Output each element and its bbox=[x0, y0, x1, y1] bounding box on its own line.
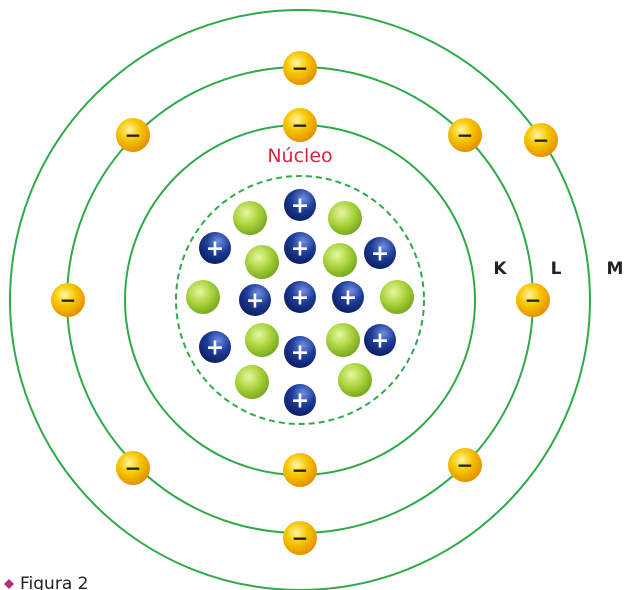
electron-sign: − bbox=[125, 456, 142, 480]
orbit-m bbox=[9, 9, 591, 590]
electron bbox=[51, 283, 85, 317]
neutron bbox=[235, 365, 269, 399]
proton-sign: + bbox=[339, 286, 357, 311]
electron bbox=[116, 451, 150, 485]
shell-label: K bbox=[493, 259, 507, 279]
electron bbox=[283, 521, 317, 555]
proton-sign: + bbox=[291, 237, 309, 262]
neutron bbox=[245, 323, 279, 357]
proton bbox=[284, 189, 316, 221]
proton bbox=[284, 232, 316, 264]
electron bbox=[283, 51, 317, 85]
proton-sign: + bbox=[291, 389, 309, 414]
neutron bbox=[338, 363, 372, 397]
neutron bbox=[323, 243, 357, 277]
proton bbox=[332, 281, 364, 313]
proton-sign: + bbox=[291, 286, 309, 311]
proton bbox=[284, 336, 316, 368]
proton-sign: + bbox=[206, 237, 224, 262]
electron bbox=[524, 123, 558, 157]
electron-sign: − bbox=[60, 288, 77, 312]
proton bbox=[364, 324, 396, 356]
proton-sign: + bbox=[206, 336, 224, 361]
electron-sign: − bbox=[292, 458, 309, 482]
nucleus-boundary bbox=[175, 175, 425, 425]
electron-sign: − bbox=[292, 113, 309, 137]
proton-sign: + bbox=[371, 329, 389, 354]
proton-sign: + bbox=[291, 341, 309, 366]
electron-sign: − bbox=[292, 56, 309, 80]
particles: + + + + + + + + + + + − − − − − − − − − − − bbox=[51, 51, 558, 555]
proton bbox=[284, 281, 316, 313]
proton-sign: + bbox=[291, 194, 309, 219]
electron-sign: − bbox=[457, 123, 474, 147]
neutron bbox=[380, 280, 414, 314]
electron bbox=[516, 283, 550, 317]
neutron bbox=[326, 323, 360, 357]
electron bbox=[448, 448, 482, 482]
proton-sign: + bbox=[371, 242, 389, 267]
proton bbox=[364, 237, 396, 269]
electron-sign: − bbox=[125, 123, 142, 147]
electron-sign: − bbox=[533, 128, 550, 152]
proton bbox=[199, 331, 231, 363]
neutron bbox=[328, 201, 362, 235]
neutron bbox=[186, 280, 220, 314]
shell-label: M bbox=[607, 259, 624, 279]
neutron bbox=[233, 201, 267, 235]
electron-sign: − bbox=[457, 453, 474, 477]
electron-sign: − bbox=[292, 526, 309, 550]
electron bbox=[283, 108, 317, 142]
nucleus-label: Núcleo bbox=[267, 145, 332, 167]
proton-sign: + bbox=[246, 289, 264, 314]
caption-icon bbox=[4, 579, 14, 589]
electron bbox=[448, 118, 482, 152]
electron bbox=[283, 453, 317, 487]
proton bbox=[199, 232, 231, 264]
caption: Figura 2 bbox=[20, 574, 88, 590]
proton bbox=[284, 384, 316, 416]
electron-sign: − bbox=[525, 288, 542, 312]
proton bbox=[239, 284, 271, 316]
neutron bbox=[245, 245, 279, 279]
shell-label: L bbox=[551, 259, 562, 279]
electron bbox=[116, 118, 150, 152]
